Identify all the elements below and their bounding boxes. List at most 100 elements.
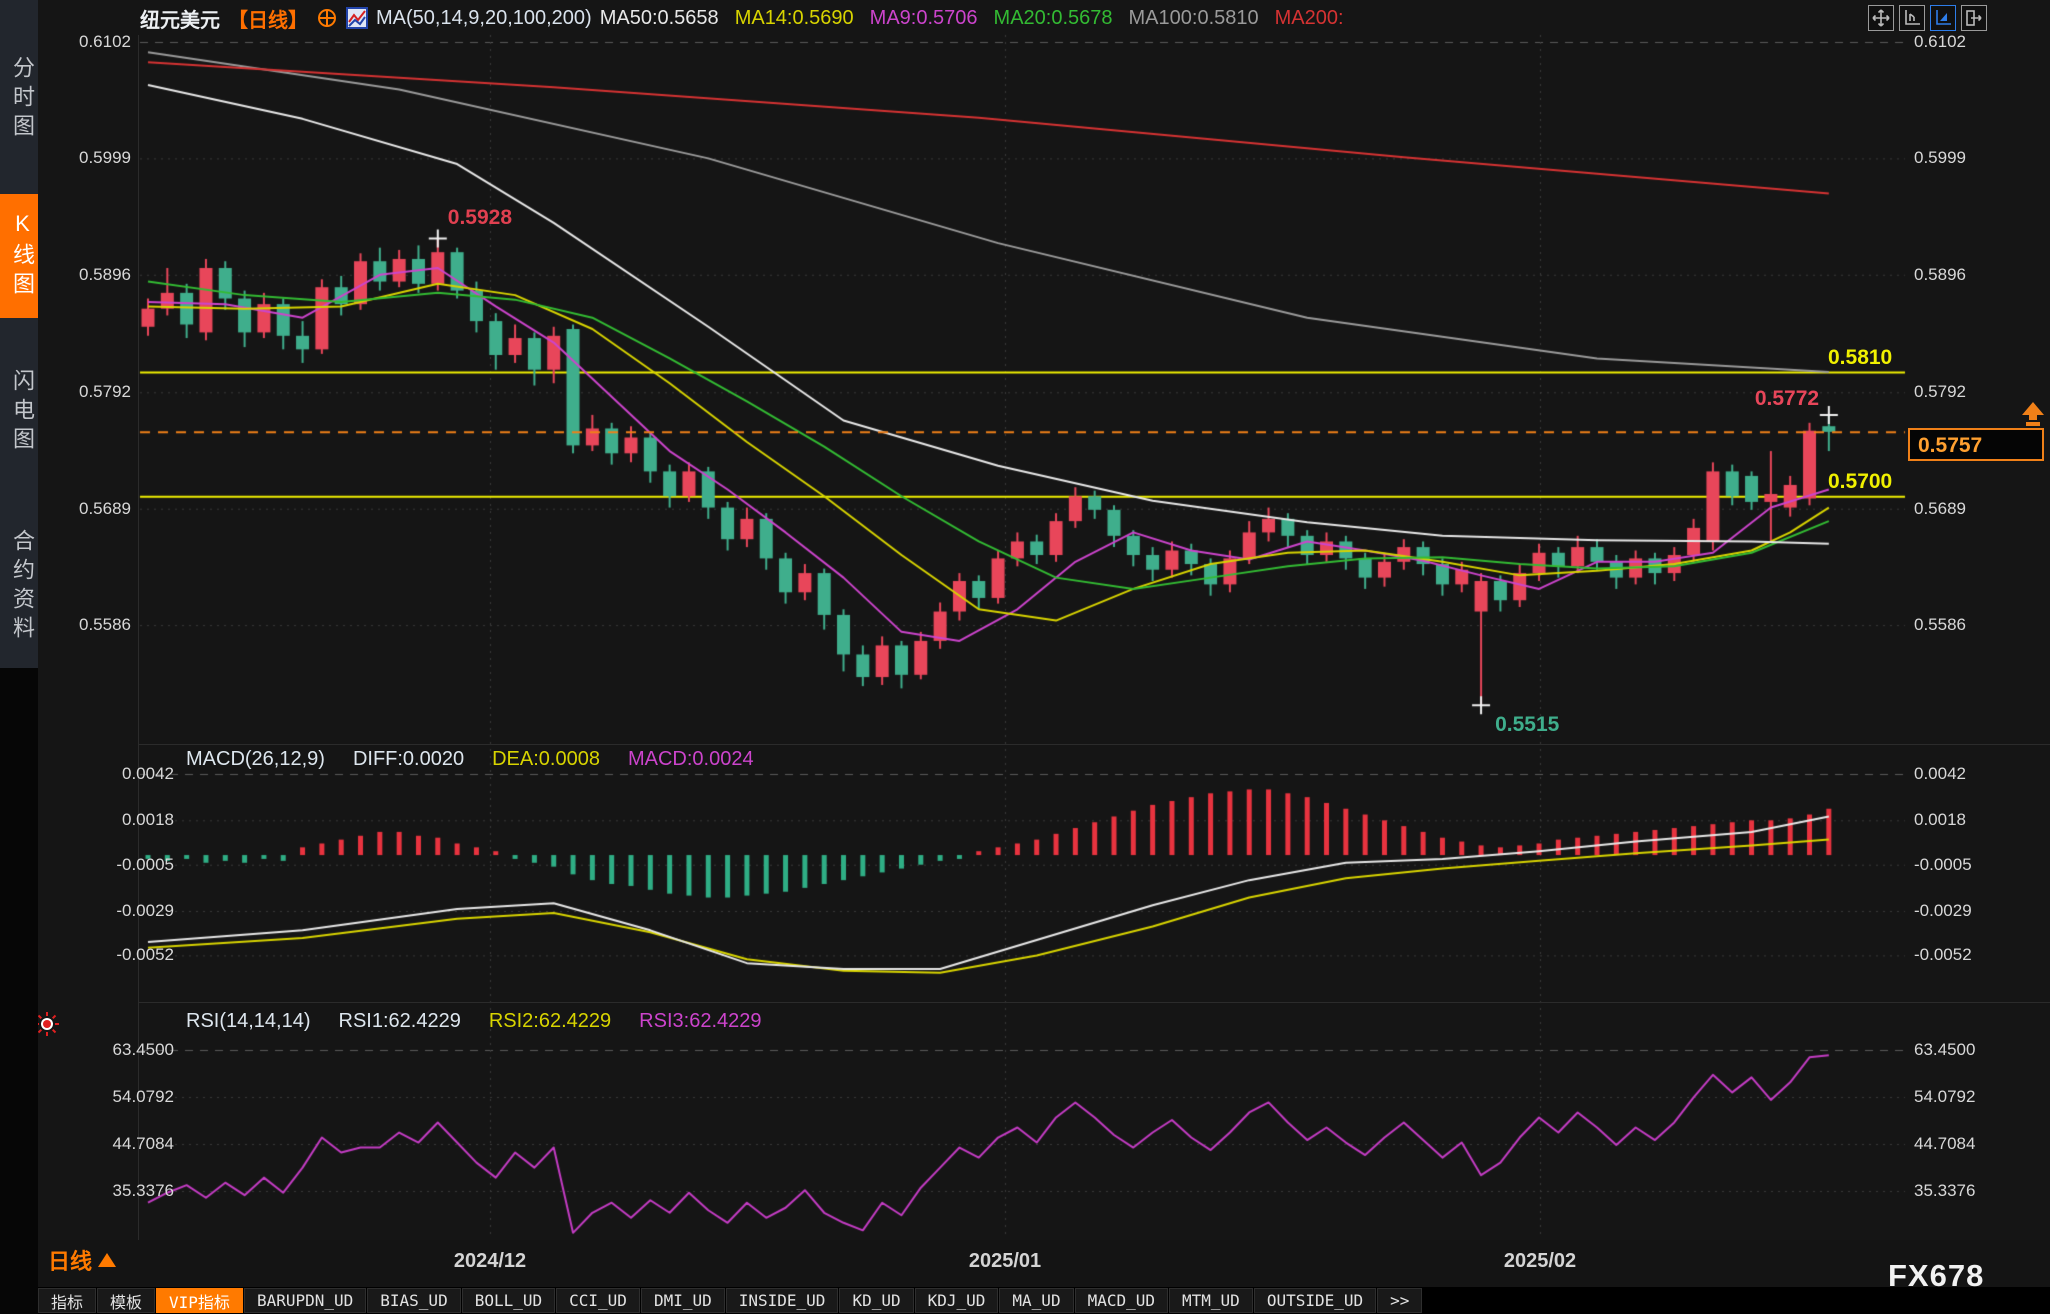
indicator-tab-OUTSIDE_UD[interactable]: OUTSIDE_UD [1253, 1288, 1377, 1313]
axis-label: 0.0042 [122, 764, 174, 783]
indicator-tab-BIAS_UD[interactable]: BIAS_UD [367, 1288, 461, 1313]
axis-label: 0.5999 [1914, 148, 1966, 168]
indicator-value: RSI1:62.4229 [338, 1010, 461, 1032]
axis-scale-icon[interactable] [1899, 5, 1925, 31]
left-sidebar: 分时图 K线图闪电图合约资料 [0, 0, 38, 1314]
indicator-tab-BARUPDN_UD[interactable]: BARUPDN_UD [243, 1288, 367, 1313]
sidebar-item-4[interactable]: 合约资料 [10, 529, 35, 645]
sidebar-item-1[interactable]: 分时图 [10, 55, 35, 143]
exit-fullscreen-icon[interactable] [1961, 5, 1987, 31]
axis-label: 54.0792 [1914, 1087, 1976, 1106]
auto-scale-icon[interactable] [1930, 5, 1956, 31]
period-tag: 【日线】 [228, 9, 308, 32]
indicator-tab-CCI_UD[interactable]: CCI_UD [556, 1288, 640, 1313]
x-axis-date: 2024/12 [453, 1250, 527, 1272]
pane-separator [138, 1002, 2050, 1003]
axis-label: 44.7084 [1914, 1134, 1976, 1153]
pane-left-spine [138, 35, 139, 1240]
ma-value: MA50:0.5658 [599, 6, 719, 29]
ma-value: MA14:0.5690 [734, 6, 854, 29]
axis-label: 44.7084 [112, 1134, 174, 1153]
axis-label: 0.6102 [79, 32, 131, 51]
price-up-arrow-icon [2020, 402, 2046, 431]
axis-label: -0.0029 [1914, 901, 1972, 921]
axis-label: 0.5689 [79, 498, 131, 518]
ma-value: MA200: [1274, 6, 1344, 29]
indicator-tab->>[interactable]: >> [1377, 1288, 1423, 1313]
ma-value: MA100:0.5810 [1128, 6, 1259, 29]
axis-label: 0.5896 [79, 264, 131, 284]
macd-settings: MACD(26,12,9) [186, 748, 325, 770]
indicator-tab-MA_UD[interactable]: MA_UD [999, 1288, 1074, 1313]
axis-label: 0.0018 [122, 810, 174, 830]
indicator-tab-KDJ_UD[interactable]: KDJ_UD [914, 1288, 999, 1313]
symbol-title: 纽元美元 [140, 9, 220, 32]
indicator-value: DIFF:0.0020 [352, 748, 465, 770]
trough-price-label: 0.5515 [1495, 713, 1560, 737]
indicator-tab-bar: 指标 模板 VIP指标 BARUPDN_UD BIAS_UD BOLL_UD CCI_UD D… [38, 1287, 2050, 1314]
last-price-box: 0.5757 [1908, 428, 2044, 461]
axis-label: 0.5999 [79, 148, 131, 168]
indicator-tab-MACD_UD[interactable]: MACD_UD [1074, 1288, 1169, 1313]
axis-label: 0.5586 [1914, 615, 1966, 635]
axis-label: -0.0029 [116, 901, 174, 921]
indicator-value: DEA:0.0008 [492, 748, 600, 770]
resistance-label: 0.5810 [1828, 345, 1893, 369]
indicator-tab-KD_UD[interactable]: KD_UD [839, 1288, 914, 1313]
period-selector[interactable]: 日线 [48, 1244, 117, 1276]
support-label: 0.5700 [1828, 470, 1893, 494]
axis-label: 35.3376 [1914, 1181, 1976, 1200]
axis-label: 0.5792 [79, 382, 131, 402]
axis-label: 0.0018 [1914, 810, 1966, 830]
pan-icon[interactable] [1868, 5, 1894, 31]
x-axis-date: 2025/02 [1503, 1250, 1577, 1272]
axis-label: 0.5586 [79, 615, 131, 635]
axis-label: -0.0052 [1914, 945, 1972, 965]
peak-price-label: 0.5928 [447, 205, 513, 229]
indicator-value: MACD:0.0024 [627, 748, 754, 770]
record-indicator-icon[interactable] [33, 1010, 61, 1043]
ma-value: MA20:0.5678 [993, 6, 1113, 29]
axis-label: 54.0792 [112, 1087, 174, 1106]
axis-label: 63.4500 [1914, 1040, 1976, 1059]
x-axis-date: 2025/01 [968, 1250, 1042, 1272]
recent-high-label: 0.5772 [1754, 386, 1820, 410]
watermark: FX678 [1888, 1258, 1985, 1293]
sidebar-item-2[interactable]: K线图 [0, 194, 38, 318]
rsi-settings: RSI(14,14,14) [186, 1010, 311, 1032]
indicator-value: RSI3:62.4229 [639, 1010, 762, 1032]
indicator-tab-DMI_UD[interactable]: DMI_UD [640, 1288, 725, 1313]
target-icon[interactable] [316, 7, 338, 29]
indicator-value: RSI2:62.4229 [488, 1010, 612, 1032]
pane-separator [138, 744, 2050, 745]
axis-label: 63.4500 [112, 1040, 174, 1059]
ma-values: MA50:0.5658 MA14:0.5690 MA9:0.5706 MA20:0.5… [600, 7, 1360, 30]
axis-label: 0.5792 [1914, 382, 1966, 402]
axis-label: 35.3376 [112, 1181, 174, 1200]
chart-style-icon[interactable] [346, 7, 368, 29]
indicator-tab-INSIDE_UD[interactable]: INSIDE_UD [725, 1288, 839, 1313]
chevron-up-icon [98, 1253, 117, 1267]
indicator-tab-VIP指标[interactable]: VIP指标 [156, 1288, 243, 1313]
indicator-tab-BOLL_UD[interactable]: BOLL_UD [461, 1288, 556, 1313]
axis-label: -0.0005 [116, 854, 174, 874]
axis-label: 0.5896 [1914, 264, 1966, 284]
top-toolbar [1868, 5, 1987, 31]
period-selector-label: 日线 [48, 1249, 93, 1274]
axis-label: 0.6102 [1914, 32, 1966, 51]
indicator-tab-指标[interactable]: 指标 [38, 1288, 97, 1313]
indicator-tab-MTM_UD[interactable]: MTM_UD [1169, 1288, 1253, 1313]
macd-header: MACD(26,12,9) DIFF:0.0020 DEA:0.0008 MACD:0… [186, 748, 782, 771]
x-axis-strip: 2024/12 2025/01 2025/02 [38, 1240, 2050, 1287]
indicator-tab-模板[interactable]: 模板 [97, 1288, 156, 1313]
axis-label: -0.0005 [1914, 854, 1972, 874]
ma-value: MA9:0.5706 [869, 6, 978, 29]
ma-settings: MA(50,14,9,20,100,200) [376, 6, 592, 29]
axis-label: 0.5689 [1914, 498, 1966, 518]
rsi-header: RSI(14,14,14) RSI1:62.4229 RSI2:62.4229 RSI… [186, 1010, 790, 1033]
axis-label: 0.0042 [1914, 764, 1966, 783]
sidebar-item-3[interactable]: 闪电图 [10, 368, 35, 456]
axis-label: -0.0052 [116, 945, 174, 965]
